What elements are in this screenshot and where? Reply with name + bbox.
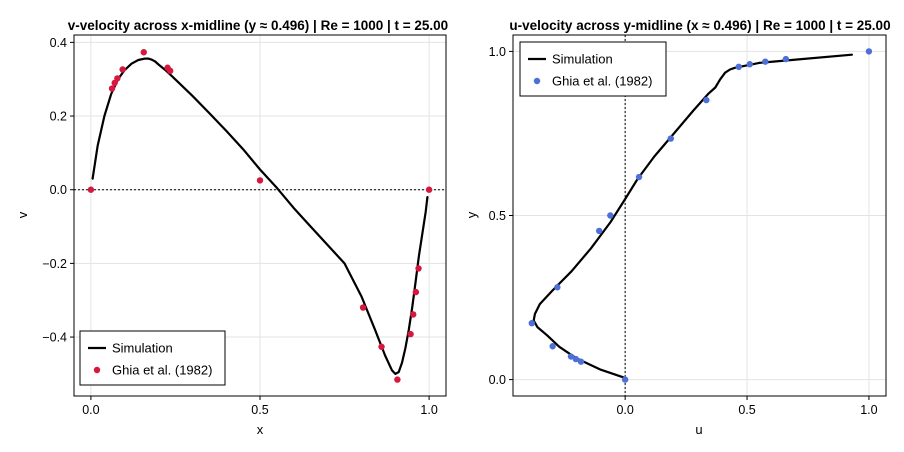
ghia-data-point [703,96,710,104]
ghia-data-point [394,376,401,383]
legend-dot-swatch [93,366,101,374]
legend-label: Simulation [552,52,613,67]
legend: Simulation Ghia et al. (1982) [519,41,667,97]
y-axis-label: y [464,211,479,218]
x-tick-label: 0.5 [738,403,755,417]
ghia-data-point [567,353,575,360]
simulation-line [91,57,429,375]
x-tick-label: 1.0 [860,403,877,417]
ghia-data-point [407,330,414,338]
v-velocity-chart: v-velocity across x-midline (y ≈ 0.496) … [15,18,448,437]
y-tick-label: −0.2 [42,257,67,271]
ghia-data-point [577,358,585,365]
chart-title: v-velocity across x-midline (y ≈ 0.496) … [68,18,448,33]
ghia-data-point [746,61,753,68]
y-tick-label: 1.0 [489,45,506,59]
y-tick-label: −0.4 [42,331,67,345]
legend-label: Simulation [112,341,173,356]
x-tick-label: 1.0 [420,403,437,417]
ghia-data-point [140,49,147,56]
simulation-line [532,53,854,379]
legend-box [519,41,667,97]
x-tick-label: 0.0 [82,403,99,417]
y-tick-label: 0.5 [489,209,506,223]
ghia-data-point [595,227,603,235]
ghia-data-point [359,304,367,311]
ghia-data-point [415,265,422,272]
x-tick-label: 0.0 [616,403,633,417]
ghia-data-point [607,212,614,219]
chart-title: u-velocity across y-midline (x ≈ 0.496) … [509,18,890,33]
y-axis-label: v [15,211,30,218]
ghia-data-point [635,173,643,181]
ghia-data-point [572,355,580,363]
legend-box [79,330,226,386]
y-tick-label: 0.0 [489,373,506,387]
ghia-data-point [621,376,629,383]
y-tick-label: 0.4 [50,36,67,50]
legend-label: Ghia et al. (1982) [112,363,212,378]
ghia-data-point [425,186,433,193]
x-axis-label: u [695,422,702,437]
u-velocity-chart: u-velocity across y-midline (x ≈ 0.496) … [464,18,891,437]
legend-label: Ghia et al. (1982) [552,74,652,89]
y-tick-label: 0.2 [50,110,67,124]
ghia-data-point [554,284,561,291]
ghia-data-point [782,55,790,63]
x-axis-label: x [257,422,264,437]
ghia-data-point [256,177,264,184]
ghia-data-point [667,135,674,142]
ghia-data-point [762,58,769,65]
ghia-data-point [412,288,420,296]
ghia-data-point [735,63,742,71]
ghia-data-point [865,48,873,55]
ghia-data-point [410,311,417,318]
ghia-data-point [119,66,126,73]
legend-dot-swatch [533,77,541,85]
ghia-data-point [166,67,174,75]
legend: Simulation Ghia et al. (1982) [79,330,226,386]
ghia-data-point [528,319,535,327]
ghia-data-point [87,186,95,193]
x-tick-label: 0.5 [251,403,268,417]
ghia-data-point [108,85,116,92]
ghia-data-point [549,343,556,350]
ghia-data-point [378,343,385,350]
ghia-data-point [114,75,121,82]
y-tick-label: 0.0 [50,183,67,197]
